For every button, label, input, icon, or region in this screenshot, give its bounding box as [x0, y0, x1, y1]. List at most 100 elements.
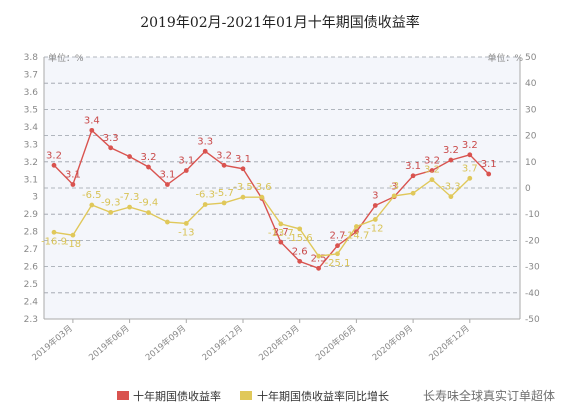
yoy-data-label: -9.4: [139, 198, 159, 209]
left-unit-label: 单位：%: [48, 52, 84, 64]
yoy-data-label: -14.7: [343, 231, 369, 242]
series-yoy-point: [316, 253, 321, 259]
x-tick-label: 2019年12月: [200, 323, 245, 363]
yoy-data-label: -6.5: [82, 190, 102, 201]
yield-data-label: 3.1: [235, 154, 251, 165]
legend-swatch-yield: [117, 391, 129, 400]
right-tick-label: 20: [525, 132, 537, 142]
left-tick-label: 3.1: [24, 175, 38, 185]
series-yield-point: [221, 162, 227, 168]
series-yoy-point: [410, 190, 416, 196]
left-tick-label: 2.3: [24, 315, 38, 325]
series-yield-point: [240, 166, 246, 172]
left-tick-label: 3.3: [24, 140, 38, 150]
yield-data-label: 3.3: [197, 136, 213, 147]
series-yield-point: [429, 168, 435, 173]
right-tick-label: 40: [525, 79, 537, 89]
series-yoy-point: [51, 229, 57, 235]
series-yoy-point: [221, 200, 227, 206]
series-yoy-point: [448, 194, 454, 200]
yoy-data-label: -6.3: [195, 190, 215, 201]
yoy-data-label: -3: [389, 181, 399, 192]
yield-data-label: 3.1: [65, 170, 81, 181]
right-tick-label: 50: [525, 53, 537, 63]
right-unit-label: 单位：%: [487, 52, 523, 64]
series-yield-point: [127, 154, 132, 159]
series-yield-point: [297, 258, 303, 264]
series-yoy-point: [70, 232, 76, 238]
series-yoy-point: [354, 224, 359, 229]
series-yoy-point: [429, 177, 435, 183]
yoy-data-label: -7.3: [120, 192, 140, 203]
series-yield-point: [410, 173, 416, 179]
left-tick-label: 3.2: [24, 158, 38, 168]
right-tick-label: -20: [525, 236, 540, 246]
legend-label-yoy: 十年期国债收益率同比增长: [257, 389, 389, 403]
right-tick-label: -30: [525, 263, 540, 273]
yield-data-label: 3.2: [424, 156, 440, 167]
series-yoy-point: [297, 226, 303, 232]
series-yield-point: [354, 229, 359, 235]
x-tick-label: 2019年09月: [143, 323, 188, 363]
x-axis-ticks: 2019年03月 2019年06月 2019年09月 2019年12月 2020年03月…: [30, 319, 472, 363]
left-tick-label: 2.9: [24, 210, 39, 220]
left-tick-label: 3: [32, 193, 38, 203]
series-yoy-point: [165, 219, 170, 225]
yield-data-label: 3.4: [84, 115, 100, 126]
x-tick-label: 2020年12月: [427, 323, 472, 363]
series-yoy-point: [89, 202, 95, 208]
series-yield-point: [467, 152, 473, 158]
series-yoy-point: [391, 193, 397, 199]
yoy-data-label: -9.3: [101, 197, 121, 208]
series-yoy-point: [183, 220, 189, 226]
yield-data-label: 3.2: [141, 152, 157, 163]
left-tick-label: 3.6: [24, 88, 39, 98]
series-yield-point: [51, 162, 57, 168]
right-tick-label: -10: [525, 210, 540, 220]
series-yield-point: [372, 203, 378, 208]
yoy-data-label: -5.7: [214, 188, 234, 199]
series-yoy-point: [240, 194, 246, 200]
yield-data-label: 3: [372, 190, 378, 201]
yoy-data-label: 3.2: [424, 165, 440, 176]
yoy-data-label: -3.5: [233, 182, 253, 193]
left-tick-label: 3.7: [24, 70, 38, 80]
left-tick-label: 3.8: [24, 53, 39, 63]
yield-data-label: 3.3: [103, 133, 119, 144]
series-yield-point: [486, 171, 492, 177]
left-tick-label: 2.7: [24, 245, 38, 255]
series-yield-point: [183, 168, 189, 173]
series-yoy-point: [278, 221, 284, 227]
yoy-data-label: -18: [65, 239, 81, 250]
left-tick-label: 3.4: [24, 123, 39, 133]
x-tick-label: 2020年06月: [313, 323, 358, 363]
series-yield-point: [335, 243, 340, 249]
legend-swatch-yoy: [240, 391, 252, 400]
left-tick-label: 2.5: [24, 280, 38, 290]
yield-data-label: 3.1: [159, 170, 175, 181]
series-yoy-point: [127, 204, 132, 210]
left-tick-label: 3.5: [24, 105, 38, 115]
series-yoy-point: [108, 209, 114, 215]
yoy-data-label: -25.1: [325, 258, 351, 269]
yoy-data-label: -3.6: [252, 182, 272, 193]
left-tick-label: 2.6: [24, 263, 39, 273]
yield-data-label: 2.5: [311, 253, 327, 264]
right-tick-label: 0: [525, 184, 531, 194]
left-axis-ticks: 2.3 2.4 2.5 2.6 2.7 2.8 2.9 3 3.1 3.2 3.3 3.4 3.5 3.6…: [24, 53, 39, 325]
yoy-data-label: -13: [178, 227, 194, 238]
yoy-data-label: -16.9: [41, 236, 67, 247]
series-yoy-point: [202, 202, 208, 207]
right-axis-ticks: 50 40 30 20 10 0 -10 -20 -30 -40 -50: [525, 53, 540, 325]
series-yield-point: [278, 239, 284, 245]
series-yield-point: [146, 164, 151, 170]
series-yoy-point: [259, 194, 265, 200]
yoy-data-label: -12: [367, 223, 383, 234]
yield-data-label: 3.2: [462, 140, 478, 151]
legend-label-yield: 十年期国债收益率: [133, 389, 221, 403]
series-yield-point: [316, 265, 321, 271]
x-tick-label: 2019年06月: [87, 323, 132, 363]
yield-data-label: 3.2: [216, 150, 232, 161]
watermark: 长寿味全球真实订单超体: [423, 388, 555, 403]
